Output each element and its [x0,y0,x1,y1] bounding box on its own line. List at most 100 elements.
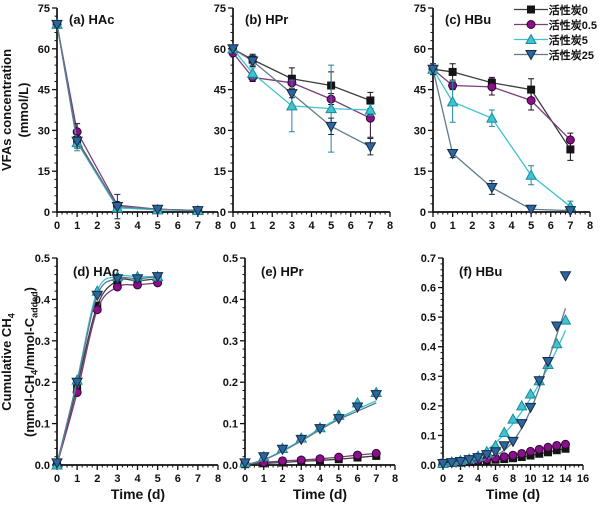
x-tick-label: 1 [74,473,80,485]
legend-label: 活性炭0.5 [548,19,597,32]
data-point [552,440,562,450]
y-tick-label: 0.6 [421,283,436,295]
triangle-up-marker-icon [513,33,548,44]
y-tick-label: 45 [214,85,226,97]
panel-title: (c) HBu [445,12,491,27]
y-tick-label: 45 [38,85,50,97]
data-point [508,450,518,460]
x-tick-label: 2 [269,220,275,232]
x-tick-label: 0 [242,473,248,485]
x-tick-label: 3 [289,220,295,232]
panel-e: 0 1 2 3 4 5 6 7 8 0.0 0.1 0.2 0.3 0.4 0.5 (e) HPr [223,253,398,485]
y-tick-label: 0.5 [223,253,238,265]
y-tick-label: 0 [44,207,50,219]
y-tick-label: 0 [420,207,426,219]
data-point [564,206,577,217]
y-tick-label: 0 [220,207,226,219]
x-tick-label: 3 [114,473,120,485]
series-line [56,274,158,466]
y-tick-label: 0.7 [421,253,436,265]
x-tick-label: 4 [508,220,515,232]
series-line [56,24,198,212]
data-point [315,454,325,464]
x-tick-label: 7 [373,473,379,485]
data-point [51,458,63,469]
x-axis-label-e: Time (d) [292,486,348,502]
legend-label: 活性炭0 [548,4,588,17]
y-tick-label: 0.1 [35,419,50,431]
circle-marker-icon [513,20,548,29]
legend-item-ac0: 活性炭0 [513,2,597,17]
x-tick-label: 7 [195,220,201,232]
data-point [371,448,381,458]
x-tick-label: 7 [367,220,373,232]
data-point [71,377,83,389]
x-tick-label: 6 [175,473,181,485]
triangle-down-marker-icon [513,50,548,61]
data-point [332,414,345,425]
data-point [525,169,537,180]
x-tick-label: 8 [510,473,516,485]
y-tick-label: 0.2 [421,401,436,413]
data-point [498,441,511,452]
data-point [543,442,553,452]
data-point [472,453,484,464]
y-tick-label: 0.3 [223,336,238,348]
data-point [239,458,251,469]
data-point [561,439,570,449]
data-point [314,424,326,435]
x-tick-label: 0 [230,220,236,232]
panel-title: (b) HPr [245,12,288,27]
series-line [56,24,198,212]
x-tick-label: 5 [155,473,161,485]
axis [56,8,218,213]
data-point [550,321,563,333]
data-point [559,271,572,282]
y-tick-label: 0.3 [35,336,50,348]
y-tick-label: 75 [414,3,426,15]
data-point [51,19,63,31]
x-tick-label: 4 [475,473,482,485]
x-tick-label: 14 [559,473,572,485]
legend-item-ac05: 活性炭0.5 [513,17,597,32]
y-tick-label: 60 [414,44,426,56]
data-point [487,82,497,92]
data-point [480,450,493,461]
x-tick-label: 3 [114,220,120,232]
panel-title: (d) HAc [73,264,119,279]
panel-title: (f) HBu [459,264,502,279]
y-tick-label: 0.1 [421,430,436,442]
y-tick-label: 0.5 [421,312,436,324]
y-tick-label: 0.1 [223,419,238,431]
data-point [227,44,239,55]
data-point [525,204,537,216]
x-tick-label: 6 [492,473,498,485]
x-tick-label: 5 [155,220,161,232]
x-tick-label: 1 [74,220,80,232]
x-tick-label: 6 [348,220,354,232]
data-point [325,121,337,133]
ch4-y-axis-label: Cumulative CH4 (mmol-CH4/mmol-Cadded) [0,287,40,437]
x-tick-label: 4 [134,220,141,232]
x-tick-label: 2 [469,220,475,232]
y-tick-label: 15 [38,166,50,178]
x-tick-label: 12 [542,473,554,485]
x-tick-label: 0 [54,473,60,485]
y-tick-label: 15 [414,166,426,178]
data-point [486,183,498,194]
y-tick-label: 0.3 [421,371,436,383]
x-axis-label-d: Time (d) [110,486,166,502]
y-tick-label: 15 [214,166,226,178]
y-tick-label: 75 [38,3,50,15]
data-point [111,274,124,285]
data-point [364,142,377,153]
legend-item-ac25: 活性炭25 [513,47,597,62]
panel-f: 0 2 4 6 8 10 12 14 16 0.0 0.1 0.2 0.3 0.4 0.5 0.6 0.7 (f)… [421,253,589,485]
series-line [56,24,198,212]
x-tick-label: 10 [524,473,536,485]
x-tick-label: 5 [328,220,334,232]
x-tick-label: 16 [577,473,589,485]
data-point [325,102,337,114]
x-tick-label: 0 [54,220,60,232]
